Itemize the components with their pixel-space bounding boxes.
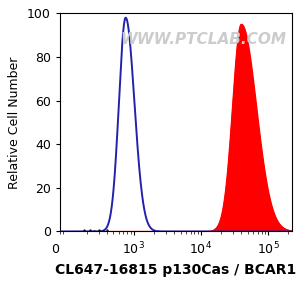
Text: WWW.PTCLAB.COM: WWW.PTCLAB.COM bbox=[121, 32, 286, 47]
Text: 0: 0 bbox=[51, 243, 59, 256]
X-axis label: CL647-16815 p130Cas / BCAR1: CL647-16815 p130Cas / BCAR1 bbox=[55, 263, 296, 277]
Y-axis label: Relative Cell Number: Relative Cell Number bbox=[8, 56, 21, 189]
